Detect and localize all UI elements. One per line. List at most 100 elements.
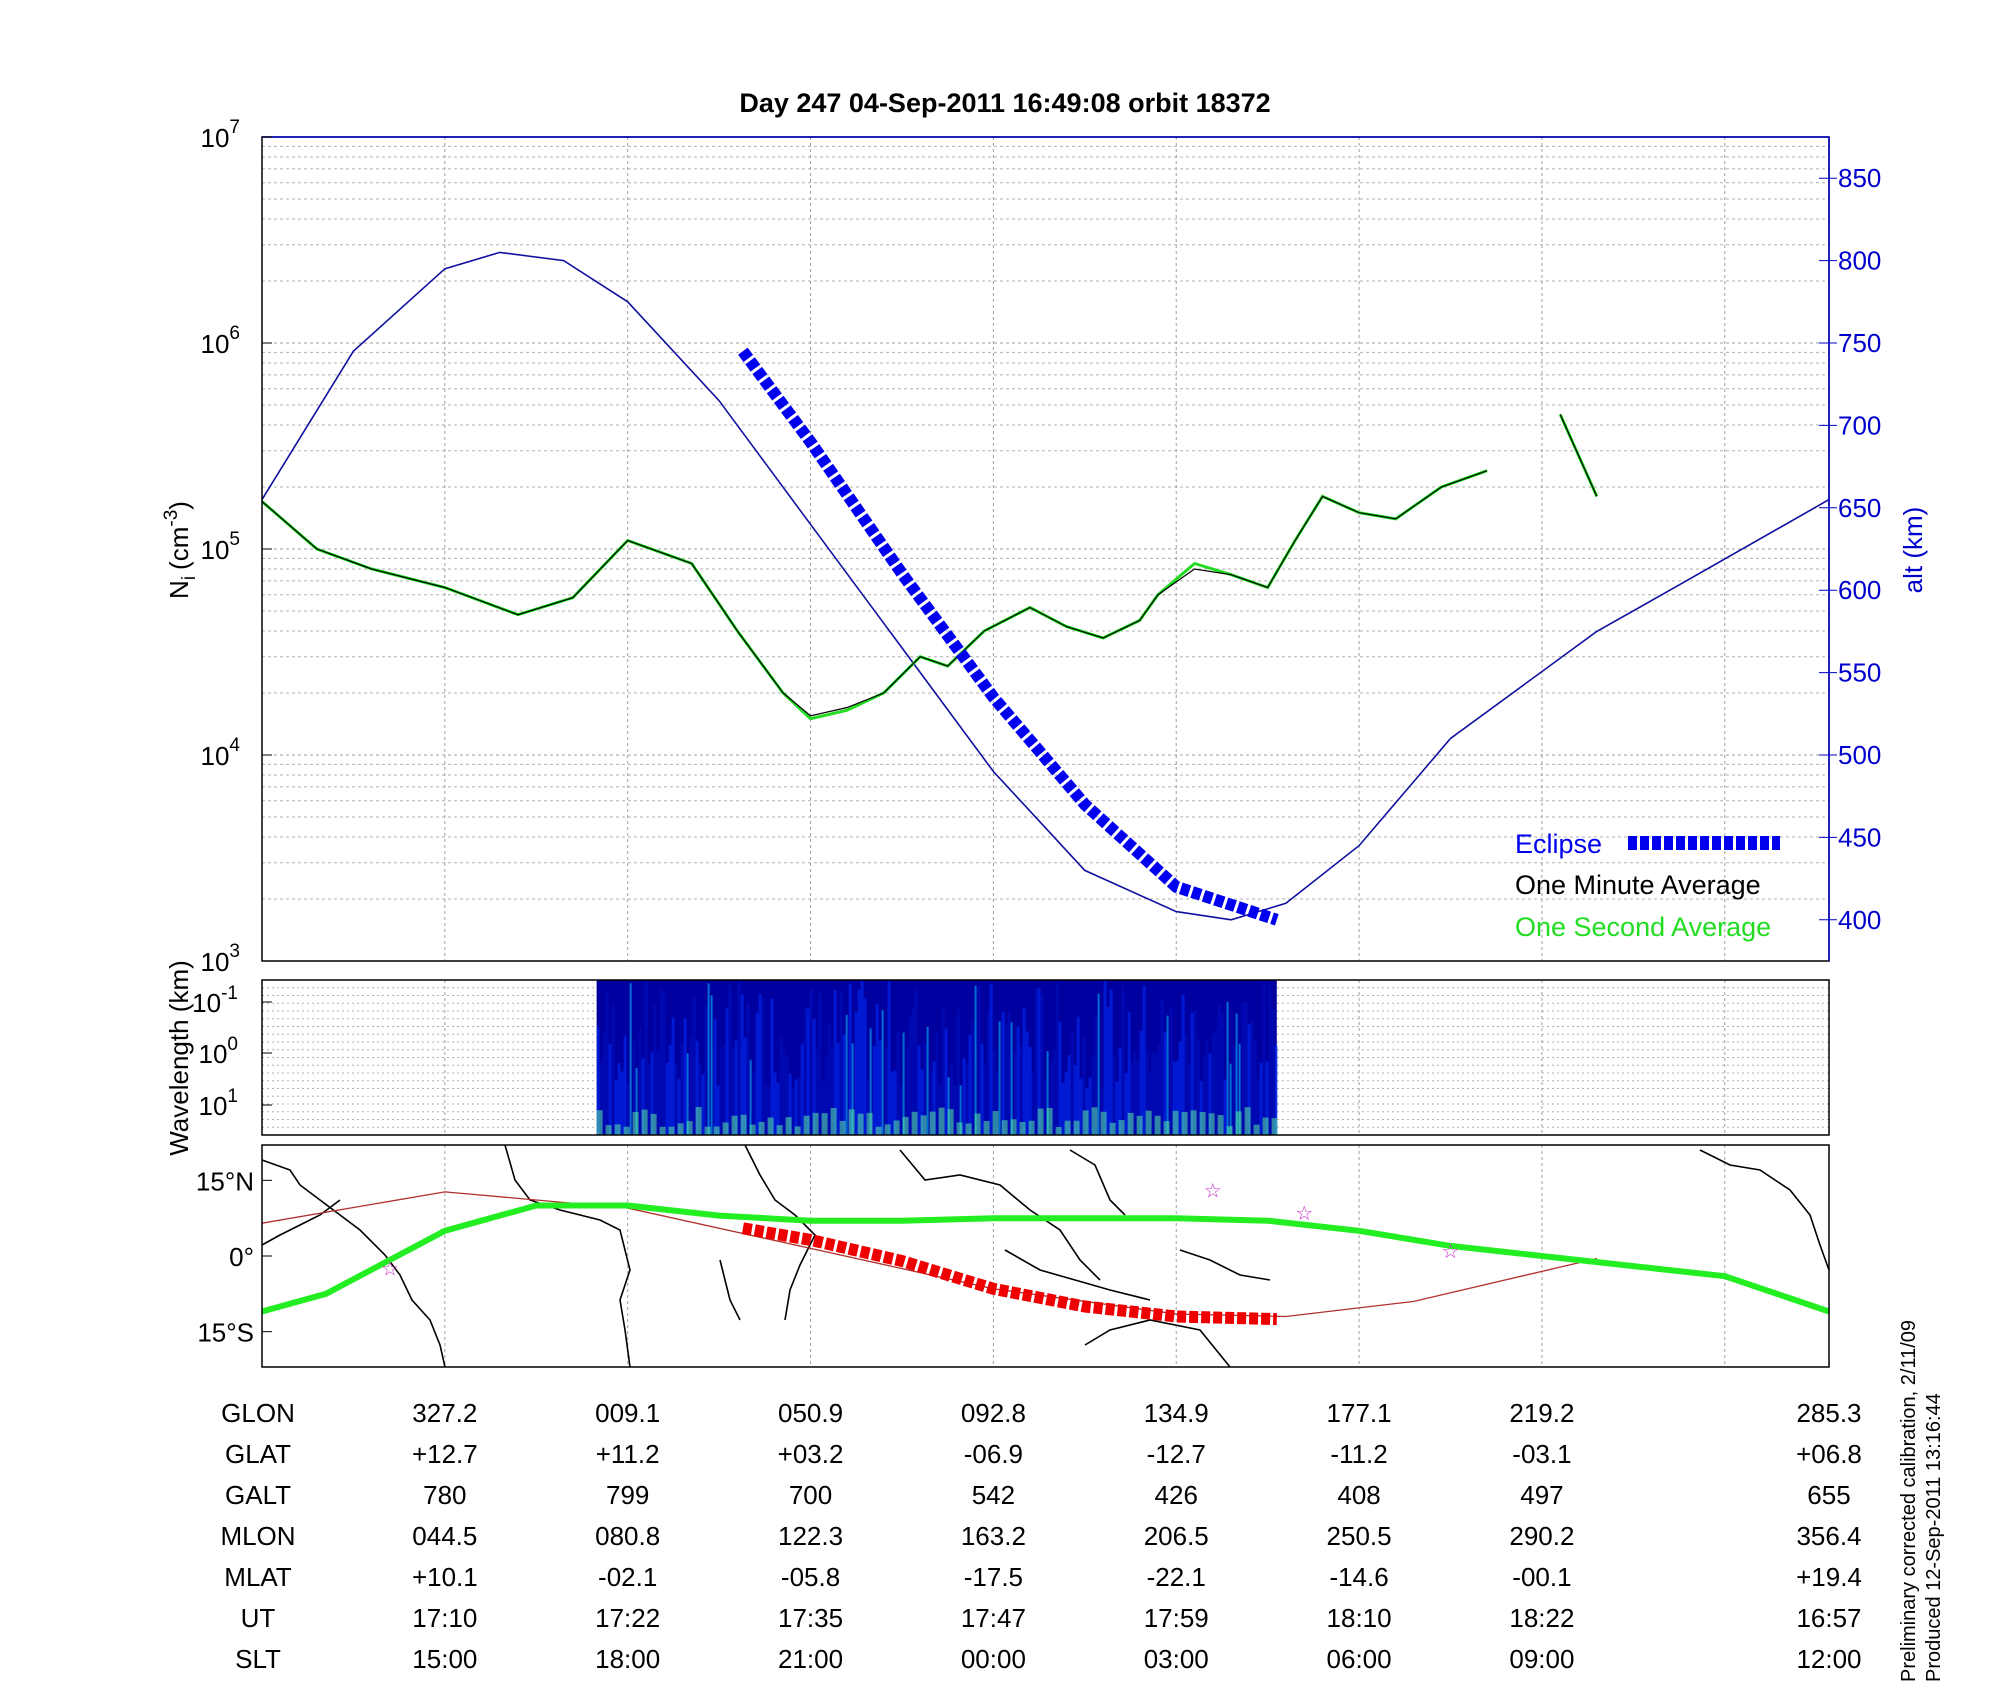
orbit-reference-line: [261, 1191, 1597, 1318]
spectrogram-bright-column: [821, 1113, 828, 1135]
spectrogram-column: [734, 1040, 738, 1135]
coastline: [1699, 1149, 1830, 1271]
spectrogram-bright-column: [785, 1117, 792, 1135]
spectrogram-column: [926, 1026, 929, 1135]
density-y-label-exp: -3: [161, 510, 182, 527]
table-cell: 542: [972, 1480, 1015, 1510]
spectrogram-bright-column: [1046, 1108, 1053, 1135]
spectrogram-column: [1205, 1039, 1209, 1135]
coastline: [261, 1199, 341, 1246]
spectrogram-bright-column: [695, 1107, 702, 1135]
spectrogram-y-tick-base: 10: [199, 1091, 228, 1121]
spectrogram-column: [827, 1023, 831, 1135]
coastline: [1179, 1249, 1271, 1281]
spectrogram-column: [998, 1021, 1001, 1135]
table-cell: +06.8: [1796, 1439, 1862, 1469]
spectrogram-column: [971, 1020, 975, 1135]
spectrogram-column: [617, 1062, 621, 1135]
spectrogram-bright-column: [1019, 1122, 1026, 1135]
spectrogram-column: [881, 1010, 884, 1135]
spectrogram-bright-column: [1055, 1126, 1062, 1135]
spectrogram-bright-column: [1037, 1108, 1044, 1135]
spectrogram-column: [632, 1040, 636, 1135]
spectrogram-column: [1049, 1062, 1053, 1135]
table-cell: +19.4: [1796, 1562, 1862, 1592]
spectrogram-column: [1064, 1071, 1068, 1135]
spectrogram-column: [986, 1009, 990, 1135]
spectrogram-column: [1079, 1078, 1083, 1135]
spectrogram-column: [1259, 1062, 1263, 1135]
density-grid: [262, 136, 1829, 961]
spectrogram-column: [1160, 999, 1164, 1135]
spectrogram-column: [794, 1079, 798, 1135]
spectrogram-column: [1097, 993, 1100, 1135]
spectrogram-bright-column: [1091, 1107, 1098, 1135]
altitude-tick-label: 550: [1838, 658, 1881, 688]
spectrogram-column: [1007, 1011, 1011, 1135]
spectrogram-column: [1004, 1024, 1008, 1135]
spectrogram-column: [620, 1071, 624, 1135]
spectrogram-column: [605, 993, 609, 1135]
table-cell: 15:00: [412, 1644, 477, 1674]
altitude-tick-label: 500: [1838, 740, 1881, 770]
one-second-average-line: [261, 413, 1599, 721]
spectrogram-column: [743, 1037, 747, 1135]
table-cell: 163.2: [961, 1521, 1026, 1551]
spectrogram-bright-column: [749, 1124, 756, 1135]
table-cell: 00:00: [961, 1644, 1026, 1674]
spectrogram-bright-column: [1172, 1110, 1179, 1135]
star-marker: ☆: [381, 1259, 399, 1281]
spectrogram-bright-column: [1226, 1126, 1233, 1135]
table-cell: -03.1: [1512, 1439, 1571, 1469]
spectrogram-column: [596, 1027, 600, 1135]
spectrogram-column: [839, 990, 843, 1135]
spectrogram-bright-column: [614, 1124, 621, 1135]
spectrogram-bright-column: [704, 1126, 711, 1135]
spectrogram-column: [1013, 1052, 1017, 1135]
table-cell: 799: [606, 1480, 649, 1510]
density-y-tick-base: 10: [201, 535, 230, 565]
spectrogram-bright-column: [929, 1111, 936, 1135]
spectrogram-column: [608, 1043, 612, 1135]
table-cell: 122.3: [778, 1521, 843, 1551]
spectrogram-column: [851, 1043, 854, 1135]
spectrogram-bright-column: [686, 1121, 693, 1135]
spectrogram-bright-column: [794, 1126, 801, 1135]
spectrogram-column: [1124, 1072, 1128, 1135]
spectrogram-bright-column: [830, 1108, 837, 1135]
map-tracks: ☆ ☆ ☆ ☆: [261, 1180, 1830, 1326]
density-y-tick-base: 10: [201, 741, 230, 771]
star-marker: ☆: [1204, 1180, 1222, 1202]
spectrogram-bright-column: [1181, 1111, 1188, 1135]
table-cell: -12.7: [1147, 1439, 1206, 1469]
coastline: [899, 1149, 1101, 1281]
spectrogram-column: [1130, 1061, 1134, 1135]
spectrogram-column: [1193, 1009, 1197, 1135]
spectrogram-column: [974, 985, 977, 1135]
spectrogram-column: [1118, 1048, 1122, 1135]
altitude-tick-label: 750: [1838, 328, 1881, 358]
spectrogram-column: [653, 1004, 657, 1135]
altitude-axis-label: alt (km): [1898, 507, 1928, 594]
spectrogram-column: [956, 1009, 960, 1135]
spectrogram-column: [1142, 986, 1146, 1135]
spectrogram-column: [920, 1069, 924, 1135]
spectrogram-column: [629, 983, 632, 1135]
spectrogram-column: [770, 998, 774, 1135]
spectrogram-column: [680, 1043, 684, 1135]
spectrogram-column: [752, 1071, 756, 1135]
spectrogram-column: [710, 995, 713, 1135]
table-cell: 21:00: [778, 1644, 843, 1674]
spectrogram-column: [875, 1003, 879, 1135]
spectrogram-column: [1010, 1022, 1013, 1135]
spectrogram-grid: [262, 980, 1829, 1135]
spectrogram-column: [650, 1052, 654, 1135]
table-cell: -00.1: [1512, 1562, 1571, 1592]
spectrogram-column: [1235, 1013, 1238, 1135]
spectrogram-column: [677, 1078, 681, 1135]
altitude-tick-label: 450: [1838, 822, 1881, 852]
spectrogram-column: [662, 992, 666, 1135]
spectrogram-column: [887, 981, 891, 1135]
spectrogram-column: [1067, 1054, 1071, 1135]
